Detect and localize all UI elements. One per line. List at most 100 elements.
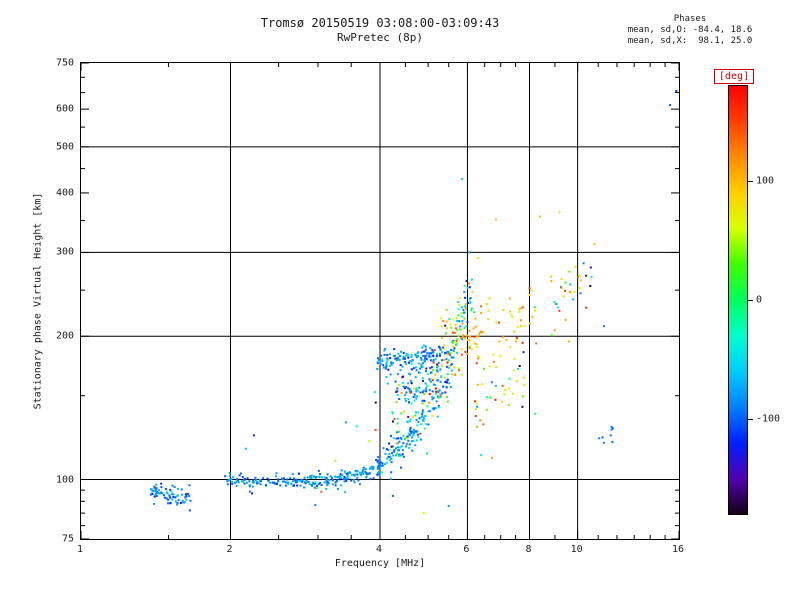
- data-point: [397, 453, 400, 456]
- data-point: [457, 334, 460, 337]
- data-point: [325, 476, 328, 479]
- data-point: [428, 379, 431, 382]
- data-point: [430, 380, 433, 383]
- data-point: [423, 399, 426, 402]
- data-point: [437, 365, 440, 368]
- data-point: [499, 355, 502, 358]
- data-point: [440, 375, 443, 378]
- data-point: [388, 442, 390, 445]
- data-point: [385, 364, 388, 367]
- colorbar-tick-mark: [748, 300, 753, 301]
- data-point: [410, 360, 413, 363]
- data-point: [448, 365, 451, 368]
- data-point: [362, 468, 365, 471]
- data-point: [470, 309, 473, 312]
- data-point: [227, 479, 230, 482]
- data-point: [468, 345, 471, 348]
- data-point: [385, 367, 388, 370]
- data-point: [169, 496, 172, 499]
- data-point: [455, 339, 458, 342]
- y-axis-label: Stationary phase Virtual Height [km]: [32, 192, 44, 410]
- data-point: [401, 365, 404, 368]
- data-point: [601, 436, 604, 439]
- data-point: [248, 485, 251, 488]
- data-point: [431, 351, 433, 354]
- data-point: [439, 348, 442, 351]
- data-point: [405, 437, 408, 439]
- data-point: [420, 357, 423, 360]
- data-point: [455, 317, 458, 319]
- data-point: [522, 351, 525, 354]
- data-point: [440, 317, 443, 320]
- data-point: [472, 327, 475, 330]
- data-point: [375, 458, 378, 461]
- data-point: [340, 484, 343, 487]
- data-point: [408, 420, 411, 422]
- data-point: [464, 350, 467, 353]
- data-point: [558, 309, 561, 312]
- data-point: [450, 340, 453, 343]
- data-point: [449, 386, 452, 388]
- data-point: [279, 484, 282, 487]
- data-point: [462, 308, 465, 311]
- data-point: [350, 474, 353, 477]
- data-point: [579, 279, 582, 282]
- data-point: [425, 354, 428, 357]
- data-point: [405, 363, 407, 365]
- data-point: [256, 482, 258, 485]
- y-tick-label: 400: [55, 187, 74, 199]
- data-point: [384, 348, 387, 350]
- data-point: [435, 392, 438, 395]
- data-point: [421, 413, 423, 416]
- data-point: [311, 481, 314, 484]
- data-point: [381, 462, 384, 465]
- data-point: [365, 476, 368, 478]
- data-point: [236, 479, 239, 482]
- data-point: [475, 425, 478, 428]
- data-point: [390, 471, 393, 474]
- data-point: [417, 411, 420, 414]
- data-point: [248, 480, 251, 483]
- data-point: [156, 492, 159, 495]
- data-point: [585, 274, 588, 277]
- data-point: [291, 484, 294, 487]
- data-point: [578, 274, 581, 277]
- data-point: [344, 477, 347, 480]
- data-point: [402, 352, 405, 354]
- data-point: [464, 337, 466, 340]
- data-point: [431, 348, 434, 351]
- data-point: [277, 479, 280, 482]
- data-point: [419, 391, 422, 394]
- data-point: [314, 482, 317, 485]
- data-point: [404, 397, 407, 400]
- data-point: [423, 417, 425, 420]
- data-point: [422, 344, 425, 347]
- data-point: [438, 396, 441, 399]
- data-point: [442, 320, 445, 323]
- data-point: [535, 342, 538, 345]
- scatter-canvas: [81, 63, 679, 539]
- data-point: [398, 383, 401, 386]
- data-point: [289, 477, 292, 480]
- data-point: [474, 317, 477, 320]
- data-point: [465, 307, 467, 310]
- data-point: [416, 352, 419, 354]
- data-point: [184, 493, 187, 495]
- data-point: [313, 486, 316, 489]
- data-point: [251, 492, 253, 495]
- data-point: [354, 473, 357, 476]
- data-point: [398, 398, 401, 400]
- data-point: [276, 482, 279, 485]
- data-point: [429, 355, 432, 358]
- data-point: [445, 386, 448, 389]
- data-point: [479, 419, 482, 422]
- data-point: [555, 303, 558, 305]
- data-point: [388, 453, 391, 455]
- y-tick-label: 750: [55, 57, 74, 69]
- data-point: [303, 486, 306, 489]
- data-point: [378, 473, 381, 476]
- data-point: [386, 457, 389, 460]
- data-point: [574, 265, 577, 268]
- data-point: [448, 382, 451, 385]
